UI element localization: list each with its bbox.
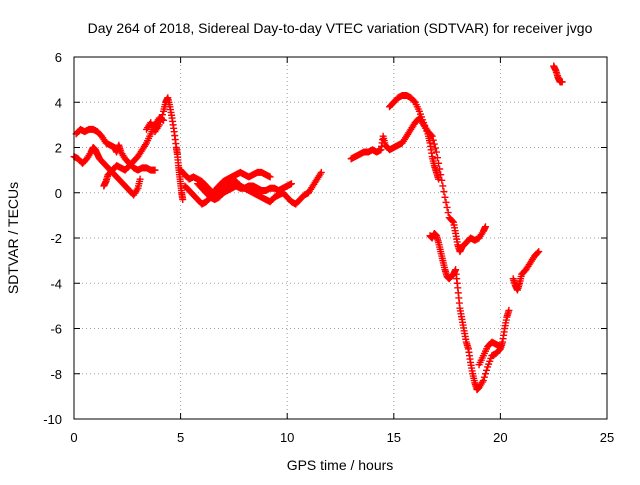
data-point-marker (441, 193, 449, 201)
data-point-marker (155, 121, 163, 129)
grid-lines (74, 57, 607, 419)
data-series (475, 338, 504, 369)
data-point-marker (481, 370, 489, 378)
data-point-marker (151, 166, 159, 174)
y-tick-label: -10 (43, 412, 62, 427)
data-point-marker (534, 249, 542, 257)
y-tick-label: 0 (55, 186, 62, 201)
data-point-marker (266, 173, 274, 181)
data-point-marker (496, 343, 504, 351)
y-tick-label: 6 (55, 50, 62, 65)
y-axis-label: SDTVAR / TECUs (5, 182, 21, 294)
data-point-marker (440, 188, 448, 196)
data-series (177, 166, 325, 208)
data-point-marker (479, 377, 487, 385)
y-tick-label: -8 (50, 367, 62, 382)
x-tick-label: 5 (177, 430, 184, 445)
y-tick-label: -4 (50, 276, 62, 291)
x-tick-label: 0 (70, 430, 77, 445)
data-point-marker (438, 176, 446, 184)
data-point-marker (157, 114, 165, 122)
data-point-marker (480, 373, 488, 381)
plot-frame (73, 56, 608, 420)
y-tick-label: 2 (55, 141, 62, 156)
data-point-marker (431, 144, 439, 152)
y-tick-label: 4 (55, 95, 62, 110)
data-point-marker (179, 196, 187, 204)
data-point-marker (158, 111, 166, 119)
data-point-marker (483, 366, 491, 374)
data-point-marker (505, 306, 513, 314)
data-point-marker (444, 209, 452, 217)
data-series (550, 62, 566, 86)
data-point-marker (442, 198, 450, 206)
y-tick-label: -6 (50, 322, 62, 337)
data-point-marker (432, 148, 440, 156)
data-point-marker (317, 168, 325, 176)
x-tick-label: 20 (493, 430, 507, 445)
data-point-marker (287, 180, 295, 188)
axis-ticks: 0 5 10 15 20 25 -10 -8 -6 -4 -2 0 2 4 6 (43, 50, 614, 445)
data-point-marker (434, 154, 442, 162)
x-tick-label: 15 (387, 430, 401, 445)
x-axis-label: GPS time / hours (287, 457, 394, 473)
data-point-marker (156, 117, 164, 125)
data-point-marker (448, 217, 456, 225)
data-series (70, 144, 144, 199)
data-series (386, 91, 443, 183)
data-point-marker (481, 223, 489, 231)
data-point-marker (443, 203, 451, 211)
data-point-marker (535, 248, 543, 256)
chart-title: Day 264 of 2018, Sidereal Day-to-day VTE… (88, 20, 593, 36)
x-tick-label: 10 (280, 430, 294, 445)
data-points (70, 62, 566, 394)
data-point-marker (430, 140, 438, 148)
data-series (194, 180, 295, 204)
data-point-marker (136, 175, 144, 183)
data-series (72, 125, 159, 174)
data-point-marker (558, 78, 566, 86)
data-series (142, 94, 187, 204)
y-tick-label: -2 (50, 231, 62, 246)
x-tick-label: 25 (600, 430, 614, 445)
data-point-marker (439, 182, 447, 190)
data-series (426, 229, 513, 394)
data-series (509, 248, 543, 294)
data-point-marker (435, 175, 443, 183)
data-series (347, 114, 489, 256)
